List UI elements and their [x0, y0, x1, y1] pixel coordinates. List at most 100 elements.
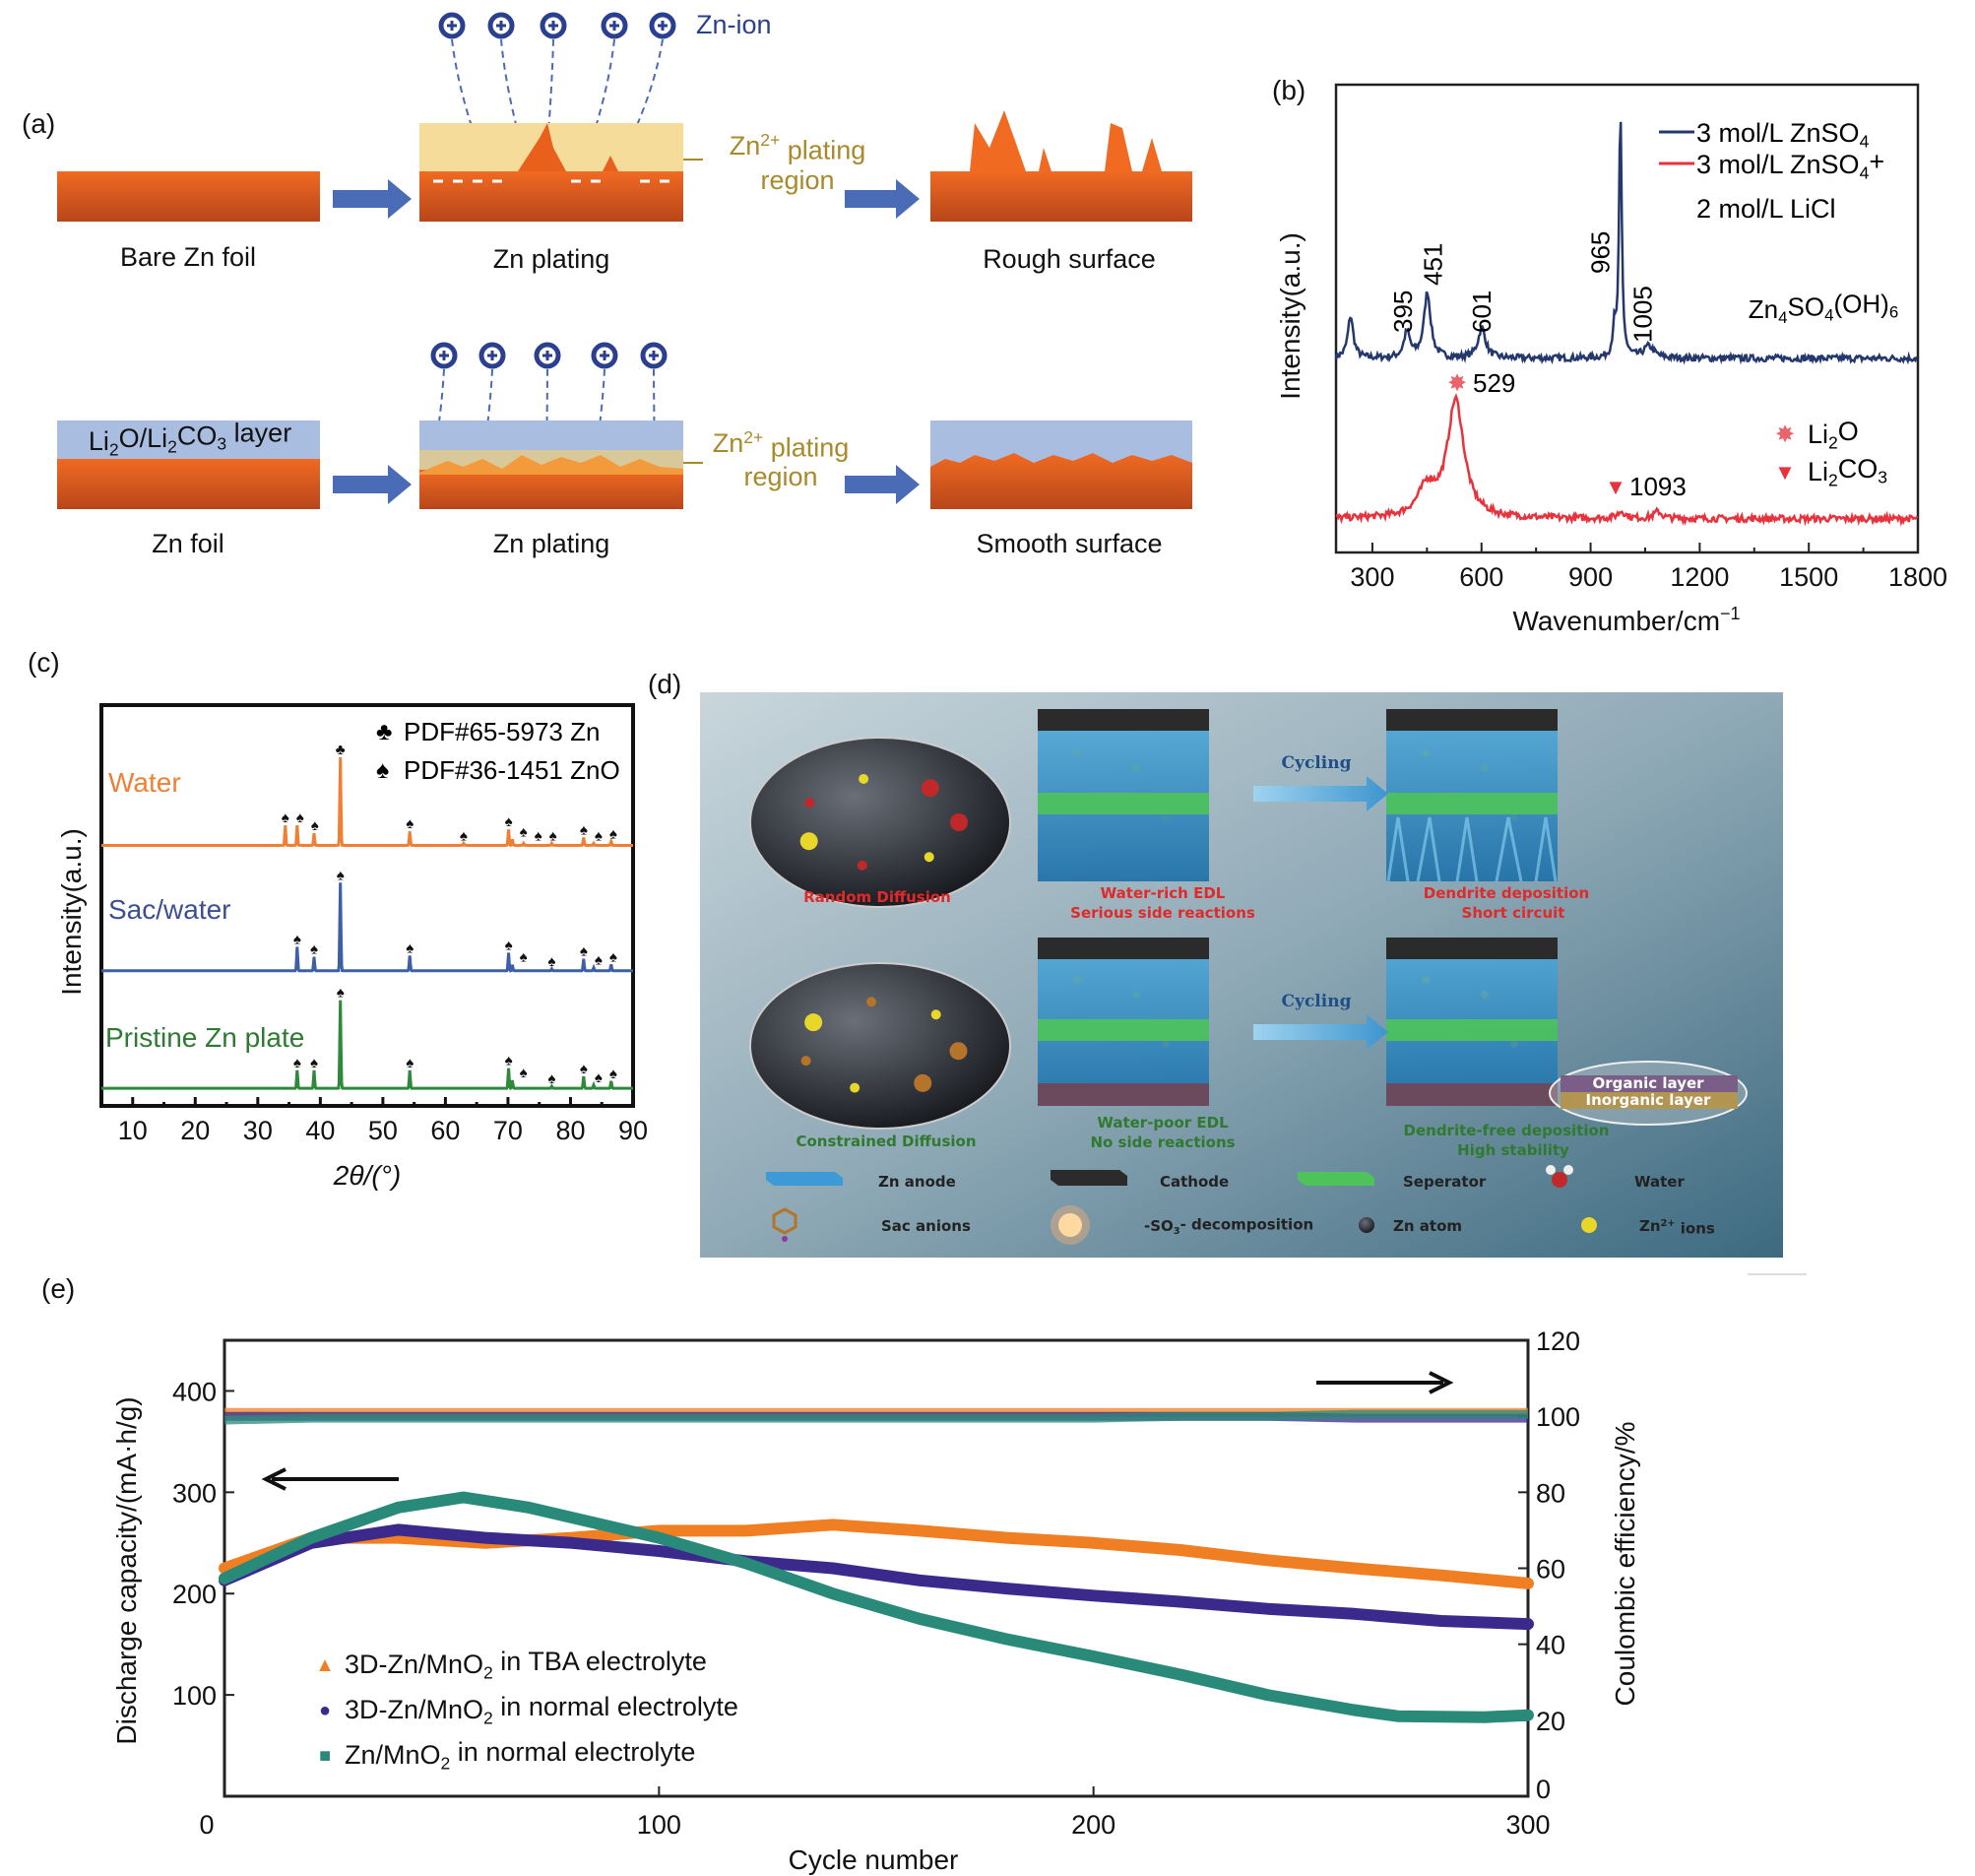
legend-zn-icon: ♣ — [376, 718, 392, 745]
x-tick-label: 10 — [118, 1116, 148, 1145]
water-molecule — [804, 798, 815, 809]
zn-plating-foil — [419, 171, 683, 222]
x-tick-label: 300 — [1350, 562, 1394, 592]
peak-marker-icon: ♠ — [293, 931, 301, 947]
legend-zn-anode: Zn anode — [878, 1173, 956, 1191]
capacity-line — [219, 1519, 1534, 1589]
battery-cell-4 — [1386, 938, 1558, 1106]
legend-label-2b: 2 mol/L LiCl — [1696, 194, 1836, 224]
zn-plating-foil-2 — [419, 470, 683, 509]
y-tick-label-right: 100 — [1536, 1402, 1580, 1432]
no-side-reactions-label: No side reactions — [1090, 1133, 1235, 1151]
battery-cell-2 — [1386, 709, 1558, 882]
arrow-right-icon — [1316, 1371, 1454, 1394]
water-rich-label: Water-rich EDL — [1101, 884, 1226, 902]
rough-surface-label: Rough surface — [983, 244, 1156, 274]
battery-cell-3 — [1038, 938, 1209, 1106]
plus-icon — [649, 351, 659, 360]
peak-marker-icon: ♠ — [609, 1066, 617, 1082]
smooth-surface-foil — [930, 453, 1192, 509]
compound-label: Zn4SO4(OH)6 — [1749, 290, 1898, 328]
legend-decomposition: -SO3- decomposition — [1144, 1215, 1313, 1237]
x-tick-label: 70 — [493, 1116, 523, 1145]
peak-marker-icon: ♠ — [337, 867, 345, 883]
cycling-label-1: Cycling — [1282, 753, 1352, 773]
water-molecule — [857, 860, 867, 871]
bare-zn-foil-label: Bare Zn foil — [120, 242, 256, 272]
peak-marker-icon: ♠ — [310, 1055, 318, 1071]
plating-region-label-2b: region — [743, 462, 817, 491]
organic-layer-label: Organic layer — [1592, 1074, 1704, 1092]
panel-c-label: (c) — [28, 647, 60, 678]
capacity-line — [219, 1523, 1534, 1631]
dendrites — [970, 110, 1162, 171]
x-tick-label: 300 — [1505, 1810, 1550, 1840]
x-tick-label: 40 — [305, 1116, 335, 1145]
zn-plating-label-2: Zn plating — [493, 529, 610, 558]
legend-zn-ions: Zn2+ ions — [1639, 1217, 1715, 1238]
sac-molecule — [930, 1009, 941, 1020]
peak-marker-icon: ♠ — [505, 1053, 513, 1069]
x-tick-label: 1200 — [1670, 562, 1729, 592]
short-circuit-label: Short circuit — [1462, 904, 1565, 922]
peak-marker-icon: ♠ — [609, 825, 617, 842]
series-label-pristine: Pristine Zn plate — [105, 1022, 304, 1053]
peak-marker-icon: ♠ — [535, 827, 542, 844]
peak-marker-icon: ♠ — [595, 827, 603, 844]
legend-li2o-icon: ✸ — [1775, 421, 1795, 448]
panel-a-diagram: (a) Zn-ion Zn2+ plating region Bare Zn f… — [22, 10, 1192, 558]
marker-label-529: 529 — [1473, 368, 1515, 398]
peak-marker-icon: ♠ — [547, 1070, 555, 1087]
xrd-line — [101, 1000, 633, 1091]
li2co3-marker-icon: ▼ — [1605, 475, 1626, 499]
legend-cathode: Cathode — [1160, 1173, 1229, 1191]
sac-molecule — [800, 1056, 811, 1067]
peak-label: 601 — [1467, 291, 1497, 333]
peak-marker-icon: ♠ — [580, 1061, 588, 1077]
x-tick-label: 80 — [555, 1116, 585, 1145]
peak-marker-icon: ♠ — [580, 943, 588, 960]
plot-frame — [1334, 83, 1920, 554]
peak-marker-icon: ♠ — [310, 941, 318, 958]
protective-layer — [419, 420, 683, 450]
cycling-label-2: Cycling — [1282, 992, 1352, 1011]
zn-ion-icon — [1581, 1217, 1597, 1233]
zn-foil-label: Zn foil — [152, 529, 224, 558]
legend-zno-label: PDF#36-1451 ZnO — [404, 755, 620, 785]
peak-marker-icon: ♠ — [520, 823, 528, 840]
marker-label-1093: 1093 — [1629, 472, 1687, 501]
water-molecule — [921, 779, 939, 798]
sac-molecule — [804, 1013, 823, 1032]
sac-molecule — [914, 1073, 932, 1092]
x-tick-label: 20 — [180, 1116, 210, 1145]
peak-label: 965 — [1586, 231, 1616, 274]
plus-icon — [548, 21, 558, 31]
peak-marker-icon: ♠ — [505, 813, 513, 830]
peak-marker-icon: ♠ — [520, 1065, 528, 1081]
legend-zn-label: PDF#65-5973 Zn — [404, 717, 600, 746]
cycling-arrow-icon — [1253, 776, 1388, 811]
x-tick-label: 1800 — [1888, 562, 1947, 592]
peak-marker-icon: ♠ — [580, 821, 588, 838]
zn-atom-icon — [1359, 1217, 1374, 1233]
sac-anion-icon — [772, 1207, 797, 1242]
plot-frame — [99, 703, 635, 1108]
peak-label: 395 — [1388, 291, 1418, 333]
inorganic-layer-label: Inorganic layer — [1586, 1091, 1712, 1109]
spectrum-line-blue — [1334, 121, 1918, 365]
organic-layer-band — [1561, 1075, 1738, 1092]
xrd-line — [101, 882, 633, 973]
peak-marker-icon: ♠ — [595, 1069, 603, 1086]
y-tick-label-right: 80 — [1536, 1478, 1565, 1508]
legend-label: 3D-Zn/MnO2 in TBA electrolyte — [345, 1647, 707, 1682]
plus-icon — [658, 21, 668, 31]
peak-marker-icon: ♠ — [547, 953, 555, 970]
cathode-icon — [1051, 1170, 1127, 1186]
legend-label-2: 3 mol/L ZnSO4+ — [1696, 147, 1884, 182]
x-tick-label: 900 — [1568, 562, 1613, 592]
legend-separator: Seperator — [1403, 1173, 1487, 1191]
zn-plating-label-1: Zn plating — [493, 244, 610, 274]
plus-icon — [609, 21, 619, 31]
legend-marker-icon: ■ — [319, 1745, 331, 1767]
legend-li2co3-icon: ▼ — [1774, 460, 1796, 485]
